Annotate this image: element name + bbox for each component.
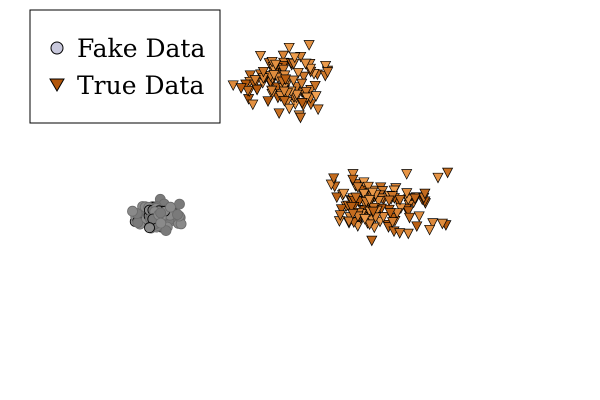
true-data-point [352, 182, 364, 194]
true-data-point [388, 185, 400, 197]
true-data-point [343, 216, 355, 228]
true-data-point [292, 67, 304, 79]
true-data-point [328, 173, 340, 185]
true-data-point [296, 98, 308, 109]
true-data-point [249, 75, 261, 86]
true-data-point [383, 195, 395, 207]
legend-fake-label: Fake Data [77, 34, 205, 63]
true-data-point [367, 206, 379, 218]
legend-frame [29, 9, 221, 124]
true-data-point [300, 86, 312, 98]
true-data-point [278, 86, 290, 98]
true-data-point [358, 188, 370, 200]
true-data-point [401, 188, 413, 199]
true-data-point [391, 208, 403, 219]
true-data-point [402, 206, 414, 218]
true-data-point [411, 221, 423, 233]
true-data-point [347, 208, 359, 220]
true-data-point [273, 108, 285, 120]
legend-fake-marker [50, 41, 64, 55]
true-data-point [270, 59, 282, 71]
true-data-point [377, 212, 390, 223]
true-data-point [247, 99, 259, 111]
true-data-point [359, 214, 371, 225]
true-data-point [424, 224, 436, 236]
fake-data-point [160, 225, 172, 237]
true-data-point [262, 96, 274, 107]
true-data-point [347, 169, 359, 180]
true-data-point [362, 181, 374, 193]
true-data-point [277, 64, 289, 76]
true-data-point [402, 228, 414, 240]
true-data-point [387, 217, 399, 228]
true-data-point [363, 195, 376, 206]
fake-data-point [172, 209, 183, 220]
true-data-point [283, 42, 295, 54]
true-data-point [296, 78, 308, 90]
legend: Fake Data True Data [29, 9, 221, 124]
fake-data-point [127, 205, 138, 217]
legend-true-marker [49, 78, 65, 92]
data-points [127, 40, 454, 247]
true-data-point [419, 188, 431, 200]
true-data-point [322, 67, 334, 78]
true-data-point [436, 218, 448, 230]
true-data-point [364, 219, 376, 231]
fake-data-point [174, 198, 185, 210]
true-data-point [338, 188, 350, 200]
fake-data-point [144, 222, 155, 234]
true-data-point [251, 84, 263, 96]
true-data-point [294, 112, 307, 124]
true-data-point [310, 91, 322, 102]
true-data-point [334, 210, 346, 221]
true-data-point [442, 167, 454, 179]
true-data-point [299, 58, 312, 70]
true-data-point [304, 63, 316, 75]
true-data-point [394, 194, 406, 206]
true-data-point [335, 204, 347, 215]
true-data-point [257, 66, 269, 78]
true-data-point [413, 211, 425, 223]
true-data-point [235, 83, 247, 94]
true-data-point [303, 40, 315, 51]
legend-true-label: True Data [77, 71, 204, 100]
true-data-point [427, 218, 439, 229]
fake-data-point [155, 217, 167, 229]
true-data-point [309, 80, 321, 92]
fake-data-point [165, 201, 176, 213]
true-data-point [394, 228, 406, 239]
true-data-point [384, 208, 396, 219]
true-data-point [279, 74, 292, 86]
true-data-point [320, 60, 332, 72]
true-data-point [277, 50, 289, 62]
true-data-point [298, 71, 310, 83]
true-data-point [350, 192, 362, 204]
true-data-point [283, 103, 295, 115]
true-data-point [347, 174, 359, 186]
true-data-point [287, 75, 300, 87]
true-data-point [409, 193, 421, 205]
true-data-point [432, 172, 444, 184]
true-data-point [312, 104, 324, 116]
true-data-point [345, 202, 358, 213]
true-data-point [366, 235, 378, 247]
true-data-point [367, 187, 379, 199]
true-data-point [331, 192, 343, 204]
true-data-point [242, 85, 254, 97]
true-data-point [266, 85, 278, 97]
true-data-point [289, 52, 301, 64]
true-data-point [254, 50, 267, 62]
true-data-point [268, 70, 280, 81]
true-data-point [227, 80, 239, 92]
true-data-point [301, 92, 313, 104]
true-data-point [291, 89, 303, 101]
true-data-point [401, 169, 413, 180]
fake-data-point [155, 207, 167, 219]
true-data-point [403, 212, 416, 224]
